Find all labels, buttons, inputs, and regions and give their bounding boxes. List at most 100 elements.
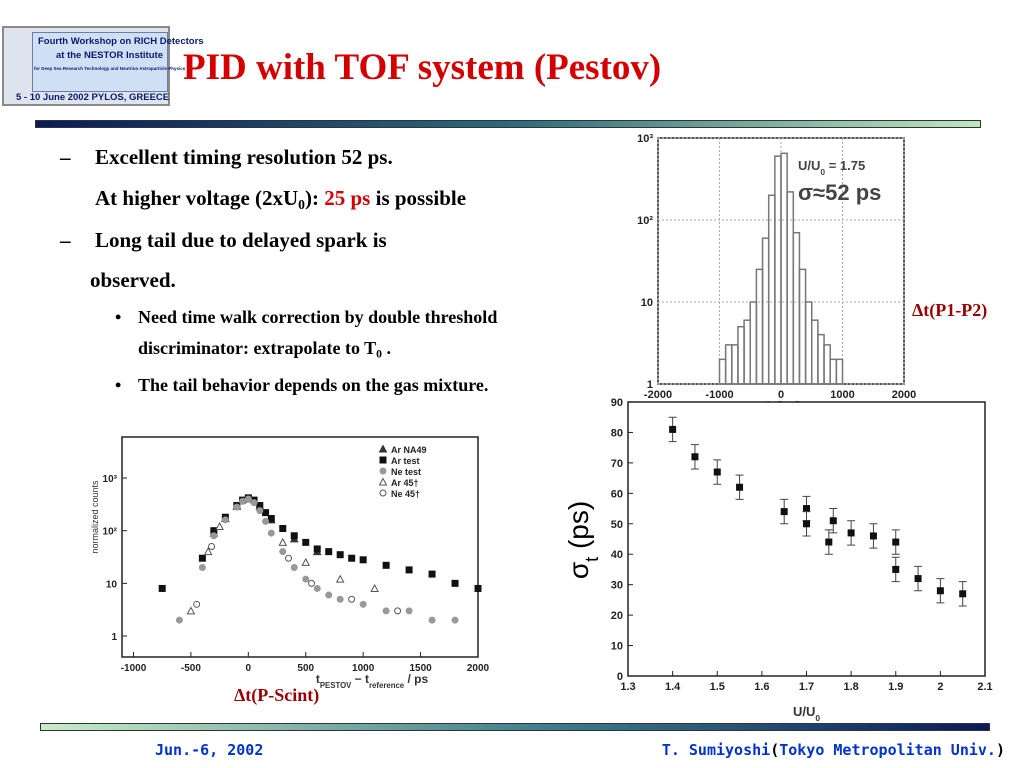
y-tick-label: 40 [611,549,623,561]
data-point [233,503,241,511]
text-run: (ps) [563,501,594,557]
x-axis-label: tPESTOV − treference / ps [316,672,429,690]
text-run: = 1.75 [825,158,865,173]
y-tick-label: 50 [611,519,623,531]
annotation: σ≈52 ps [798,180,881,205]
data-point [301,557,311,566]
data-point [394,607,402,615]
legend-marker [378,477,388,486]
data-point [348,595,356,603]
x-tick-label: 1000 [830,389,854,401]
legend-marker [378,444,388,453]
y-tick-label: 60 [611,488,623,500]
data-point [348,554,356,562]
legend-label: Ne 45† [391,489,420,499]
text-run: 25 ps [324,186,371,210]
x-tick-label: -500 [181,663,201,674]
bullet-text: observed. [90,268,176,293]
data-point [451,616,459,624]
plot-caption: Δt(P-Scint) [234,685,320,705]
y-axis-label: σt (ps) [563,501,602,579]
x-tick-label: 2 [937,681,943,693]
author: T. Sumiyoshi [661,741,771,759]
y-tick-label: 1 [647,379,653,391]
data-point [382,607,390,615]
data-point [302,575,310,583]
data-point [691,453,699,461]
data-point [669,425,677,433]
divider [35,120,981,128]
x-axis-label: U/U0 [793,704,820,723]
data-point [278,537,288,546]
legend-marker [379,489,387,497]
y-tick-label: 90 [611,397,623,409]
data-point [451,579,459,587]
data-point [250,499,258,507]
data-point [359,556,367,564]
data-point [713,468,721,476]
paren: ( [770,741,780,759]
text-run: / ps [404,672,428,686]
text-run: ): [305,186,325,210]
bullet-text: Long tail due to delayed spark is [95,228,387,253]
footer-author: T. Sumiyoshi(Tokyo Metropolitan Univ.) [662,741,1005,759]
text-run: 0 [376,347,382,361]
data-point [313,545,321,553]
y-tick-label: 10 [106,579,118,590]
text-run: − t [351,672,369,686]
data-point [262,517,270,525]
text-run: σ≈52 ps [798,180,881,205]
plot-caption: Δt(P1-P2) [912,300,988,320]
text-run: σ [563,562,594,579]
legend-marker [379,467,387,475]
x-tick-label: -1000 [121,663,147,674]
data-point [325,591,333,599]
legend-marker [379,456,387,464]
data-point [313,584,321,592]
data-point [736,483,744,491]
footer-date: Jun.-6, 2002 [155,741,264,759]
text-run: The tail behavior depends on the gas mix… [138,375,489,395]
data-point [325,548,333,556]
bullet-marker: – [60,145,71,169]
y-tick-label: 10³ [637,133,653,145]
text-run: Long tail due to delayed spark is [95,228,387,252]
x-tick-label: 500 [297,663,314,674]
x-tick-label: 0 [778,389,784,401]
data-point [359,600,367,608]
data-point [370,583,379,592]
bullet-marker: • [115,307,122,327]
paren: ) [995,741,1005,759]
data-point [244,495,252,503]
x-tick-label: 2000 [892,389,916,401]
x-tick-label: 1.3 [620,681,635,693]
x-tick-label: 1500 [409,663,432,674]
data-point [262,509,270,517]
x-tick-label: -1000 [705,389,733,401]
text-run: At higher voltage (2xU [95,186,299,210]
text-run: discriminator: extrapolate to T [138,338,377,358]
data-point [780,508,788,516]
data-point [186,606,196,615]
plot-frame [121,436,479,658]
legend-label: Ar NA49 [391,445,427,455]
data-point [335,574,345,583]
data-point [825,538,833,546]
data-point [193,600,201,608]
legend-label: Ne test [391,467,421,477]
data-point [208,543,216,551]
text-run: t [582,557,602,562]
text-run: U/U [793,704,815,719]
y-axis-label: normalized counts [90,480,100,554]
logo-panel [32,32,168,92]
x-tick-label: 1.6 [754,681,769,693]
y-tick-label: 70 [611,458,623,470]
y-tick-label: 10³ [103,474,118,485]
data-point [336,551,344,559]
data-point [256,507,264,515]
data-point [914,575,922,583]
bullet-marker: • [115,375,122,395]
data-point [336,595,344,603]
x-tick-label: -2000 [644,389,672,401]
